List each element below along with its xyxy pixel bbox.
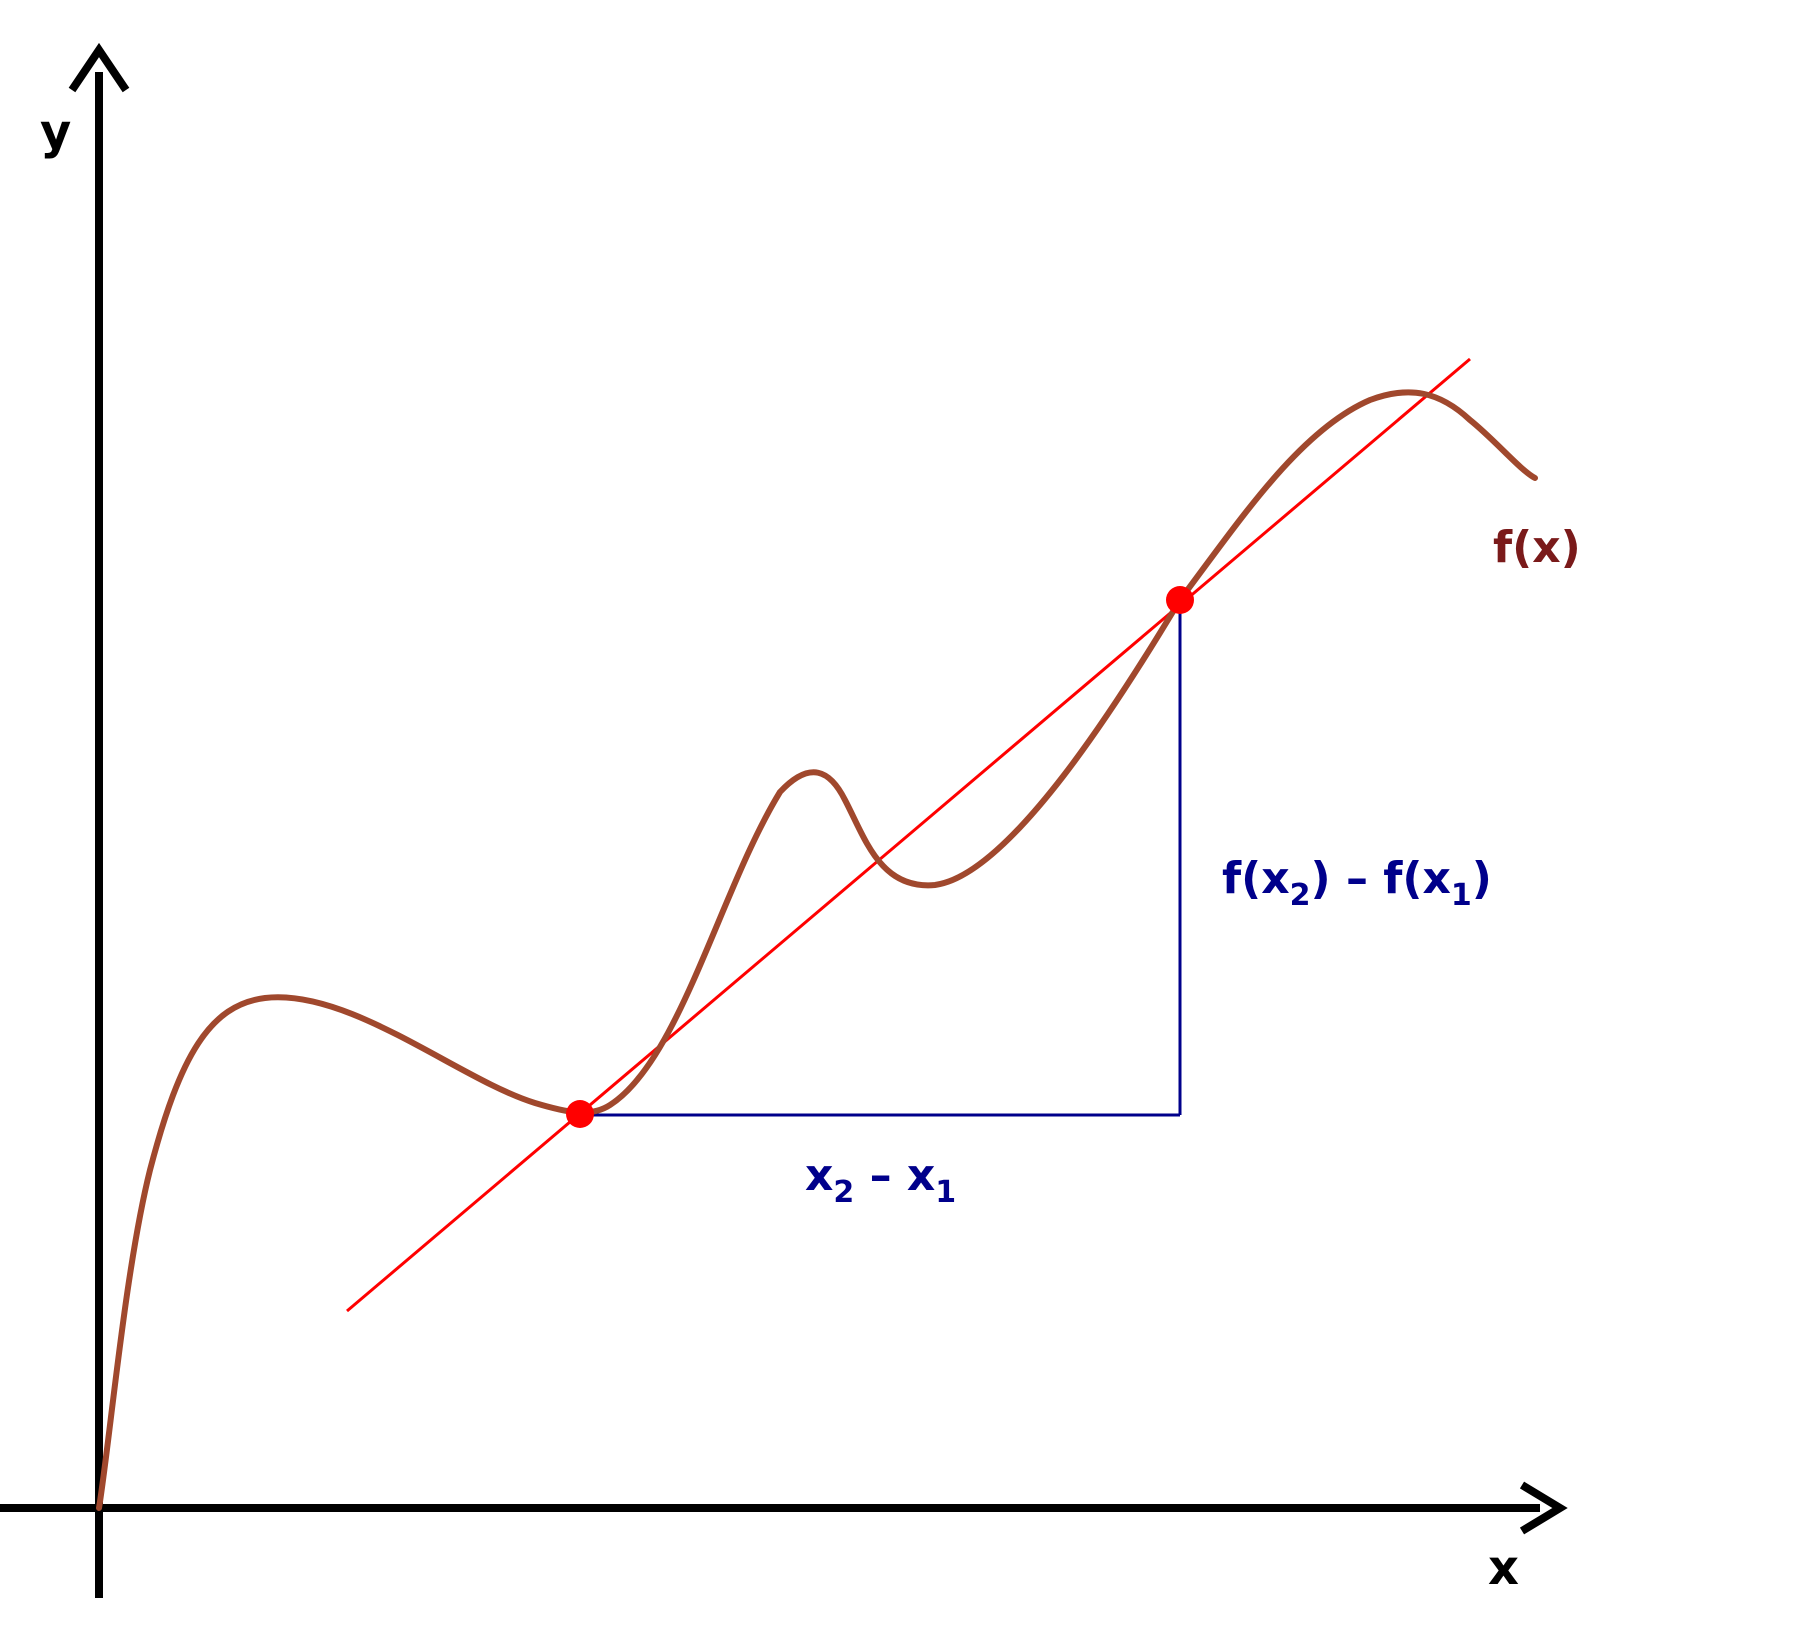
point-x2 bbox=[1166, 586, 1194, 614]
vdiff-end: ) bbox=[1472, 853, 1492, 904]
hdiff-base-b: x bbox=[907, 1150, 935, 1201]
vdiff-part-a: f(x bbox=[1222, 853, 1290, 904]
function-curve bbox=[96, 389, 1538, 1511]
point-x1 bbox=[566, 1100, 594, 1128]
curve-label: f(x) bbox=[1493, 522, 1581, 573]
hdiff-base-a: x bbox=[805, 1150, 833, 1201]
secant-line bbox=[346, 357, 1471, 1313]
vdiff-sub-b: 1 bbox=[1451, 878, 1472, 913]
hdiff-sub-a: 2 bbox=[833, 1175, 854, 1210]
horizontal-difference-label: x2 – x1 bbox=[805, 1150, 956, 1210]
x-axis-arrowhead bbox=[1519, 1481, 1568, 1535]
vdiff-mid: ) – f(x bbox=[1311, 853, 1451, 904]
hdiff-minus: – bbox=[854, 1150, 907, 1201]
y-axis-label: y bbox=[40, 104, 71, 160]
vdiff-sub-a: 2 bbox=[1290, 878, 1311, 913]
vertical-difference-label: f(x2) – f(x1) bbox=[1222, 853, 1492, 913]
hdiff-sub-b: 1 bbox=[935, 1175, 956, 1210]
x-axis-label: x bbox=[1488, 1540, 1519, 1596]
y-axis-arrowhead bbox=[68, 42, 130, 93]
